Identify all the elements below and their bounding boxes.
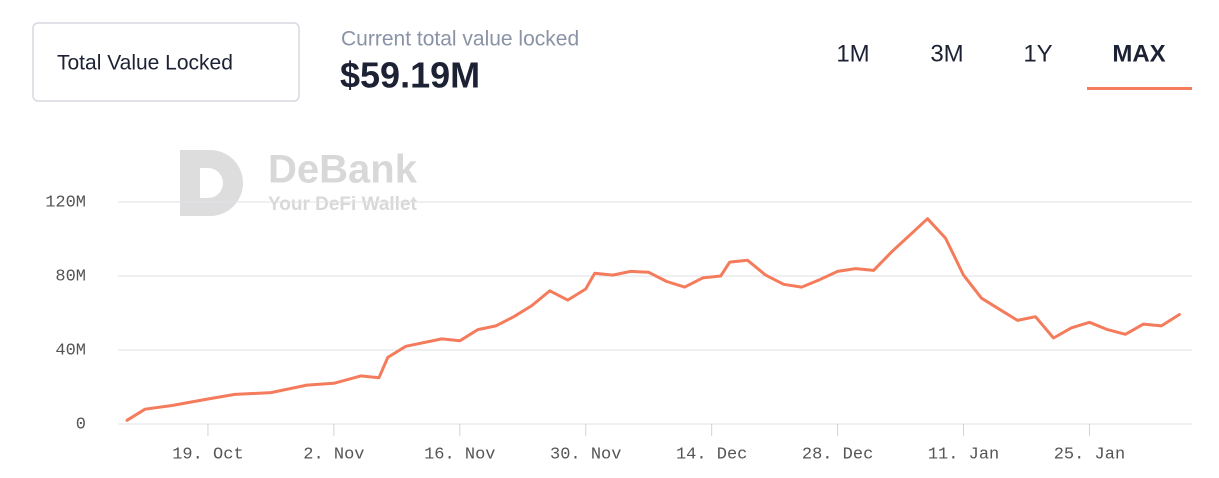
subtitle: Current total value locked bbox=[341, 28, 579, 51]
title: Total Value Locked bbox=[57, 52, 233, 75]
y-tick-label: 80M bbox=[55, 267, 86, 286]
x-tick-label: 25. Jan bbox=[1054, 445, 1125, 464]
active-tab-underline bbox=[1087, 87, 1192, 90]
watermark-brand: DeBank bbox=[268, 148, 418, 192]
plot: 0 40M 80M 120M 19. Oct 2. Nov 16. Nov 30. Nov 14… bbox=[45, 193, 1192, 464]
watermark: DeBank Your DeFi Wallet bbox=[180, 148, 418, 216]
x-tick-label: 30. Nov bbox=[550, 445, 621, 464]
x-tick-label: 14. Dec bbox=[676, 445, 747, 464]
x-tick-label: 19. Oct bbox=[172, 445, 243, 464]
tab[interactable]: 1M bbox=[836, 40, 869, 67]
title-box bbox=[32, 22, 300, 102]
x-tick-label: 16. Nov bbox=[424, 445, 495, 464]
x-tick-label: 2. Nov bbox=[303, 445, 364, 464]
tab[interactable]: 3M bbox=[930, 40, 963, 67]
current-value: $59.19M bbox=[340, 55, 480, 96]
x-tick-label: 28. Dec bbox=[802, 445, 873, 464]
tabs: 1M 3M 1Y MAX bbox=[836, 40, 1192, 90]
y-tick-label: 120M bbox=[45, 193, 86, 212]
series-line bbox=[125, 217, 1181, 422]
watermark-tagline: Your DeFi Wallet bbox=[268, 194, 418, 215]
x-tick-label: 11. Jan bbox=[928, 445, 999, 464]
tab[interactable]: 1Y bbox=[1023, 40, 1052, 67]
y-tick-label: 40M bbox=[55, 341, 86, 360]
tab[interactable]: MAX bbox=[1112, 40, 1165, 67]
watermark-logo bbox=[180, 150, 243, 216]
y-tick-label: 0 bbox=[76, 415, 86, 434]
